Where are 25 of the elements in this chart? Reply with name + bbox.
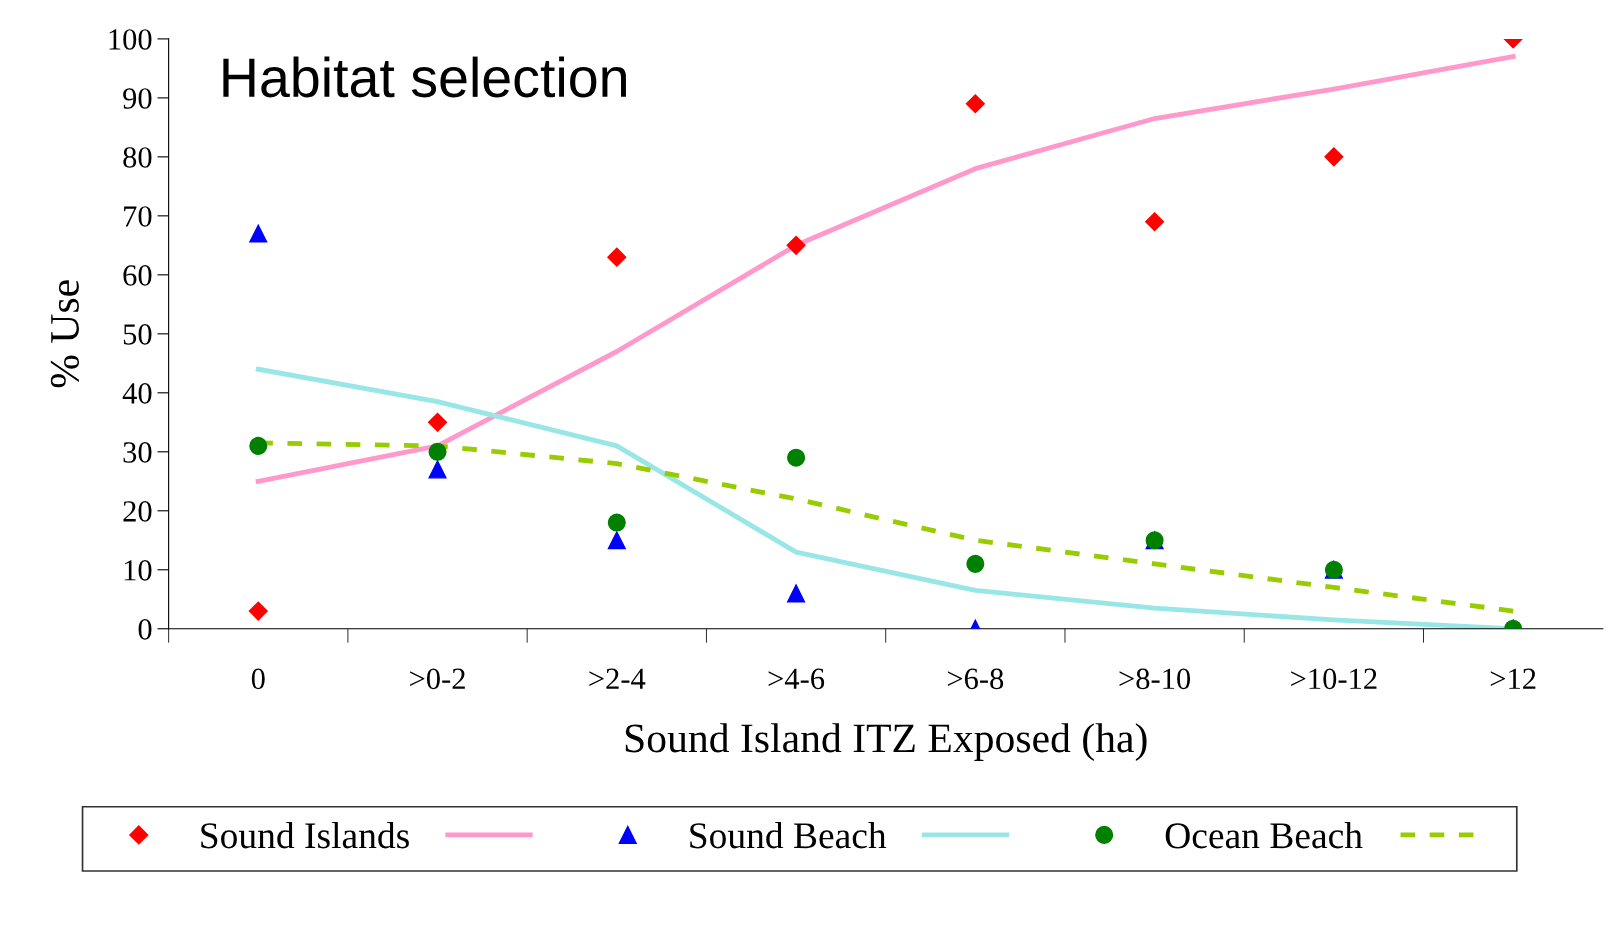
y-tick-label: 40 <box>122 383 152 404</box>
legend-label: Ocean Beach <box>1165 822 1363 849</box>
x-tick-label: >0-2 <box>410 668 465 690</box>
x-tick-label: >2-4 <box>589 668 646 689</box>
x-tick-label: >12 <box>1490 668 1536 689</box>
y-tick-label: 60 <box>123 265 152 286</box>
y-tick-label: 80 <box>123 147 152 168</box>
x-tick-label: >10-12 <box>1291 668 1377 690</box>
legend-label: Sound Beach <box>690 822 887 849</box>
y-tick-label: 0 <box>138 619 152 640</box>
x-tick-label: 0 <box>251 668 265 690</box>
y-tick-label: 100 <box>109 29 152 50</box>
y-tick-label: 50 <box>123 324 152 345</box>
y-tick-label: 30 <box>123 442 152 463</box>
x-tick-label: >6-8 <box>947 668 1004 690</box>
y-axis-title: % Use <box>50 280 80 388</box>
y-tick-label: 20 <box>123 501 152 522</box>
y-tick-label: 10 <box>124 560 152 581</box>
y-tick-label: 90 <box>123 88 152 109</box>
x-tick-label: >8-10 <box>1119 668 1191 690</box>
x-axis-title: Sound Island ITZ Exposed (ha) <box>625 723 1147 761</box>
chart-title: Habitat selection <box>223 56 626 98</box>
y-tick-label: 70 <box>124 206 152 227</box>
legend-label: Sound Islands <box>201 822 409 849</box>
x-tick-label: >4-6 <box>768 668 825 690</box>
